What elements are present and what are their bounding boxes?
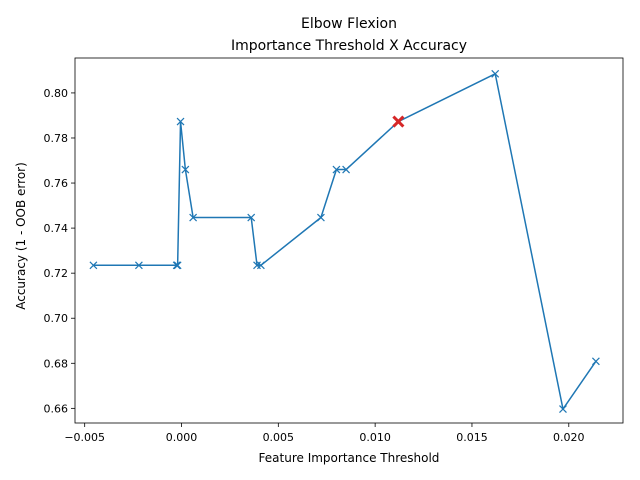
chart-subtitle: Importance Threshold X Accuracy: [231, 38, 467, 54]
x-tick-label: 0.000: [166, 431, 198, 444]
data-point-marker: [559, 405, 567, 413]
y-tick-label: 0.78: [44, 132, 69, 145]
data-point-marker: [316, 213, 325, 222]
marker-stroke: [591, 357, 600, 366]
y-tick-label: 0.80: [44, 87, 69, 100]
x-tick-label: 0.015: [456, 431, 488, 444]
data-point-marker: [181, 165, 190, 174]
data-point-marker: [342, 165, 351, 174]
y-tick-label: 0.66: [44, 402, 69, 415]
marker-stroke: [172, 261, 181, 270]
highlight-marker: [392, 115, 405, 128]
y-axis-label: Accuracy (1 - OOB error): [14, 162, 28, 310]
marker-stroke: [89, 261, 98, 270]
marker-stroke: [173, 261, 182, 270]
axes-frame: [74, 57, 624, 424]
data-point-marker: [247, 213, 256, 222]
highlight-stroke: [392, 115, 405, 128]
marker-stroke: [342, 165, 351, 174]
x-tick-label: 0.010: [359, 431, 391, 444]
x-tick-label: 0.005: [263, 431, 295, 444]
plot-area: [89, 69, 600, 413]
marker-stroke: [176, 117, 185, 126]
y-tick-label: 0.76: [44, 177, 69, 190]
marker-stroke: [491, 69, 500, 78]
data-point-marker: [89, 261, 98, 270]
y-tick-label: 0.70: [44, 312, 69, 325]
marker-stroke: [316, 213, 325, 222]
data-point-marker: [176, 117, 185, 126]
x-tick-label: −0.005: [64, 431, 105, 444]
axis-ticks: −0.005 0.000 0.005 0.010 0.015 0.020 0.66 0.68 0…: [44, 87, 585, 444]
marker-stroke: [332, 165, 341, 174]
x-axis-label: Feature Importance Threshold: [259, 451, 440, 465]
data-point-marker: [173, 261, 182, 270]
data-point-marker: [256, 261, 265, 270]
y-tick-label: 0.74: [44, 222, 69, 235]
data-point-marker: [172, 261, 181, 270]
y-tick-label: 0.72: [44, 267, 69, 280]
x-tick-label: 0.020: [553, 431, 585, 444]
marker-stroke: [247, 213, 256, 222]
marker-stroke: [559, 405, 567, 413]
y-tick-label: 0.68: [44, 357, 69, 370]
data-point-marker: [332, 165, 341, 174]
marker-stroke: [189, 213, 198, 222]
data-point-marker: [134, 261, 143, 270]
marker-stroke: [134, 261, 143, 270]
data-point-marker: [189, 213, 198, 222]
marker-stroke: [181, 165, 190, 174]
data-point-marker: [491, 69, 500, 78]
chart-title: Elbow Flexion: [301, 16, 397, 32]
marker-stroke: [256, 261, 265, 270]
data-point-marker: [591, 357, 600, 366]
